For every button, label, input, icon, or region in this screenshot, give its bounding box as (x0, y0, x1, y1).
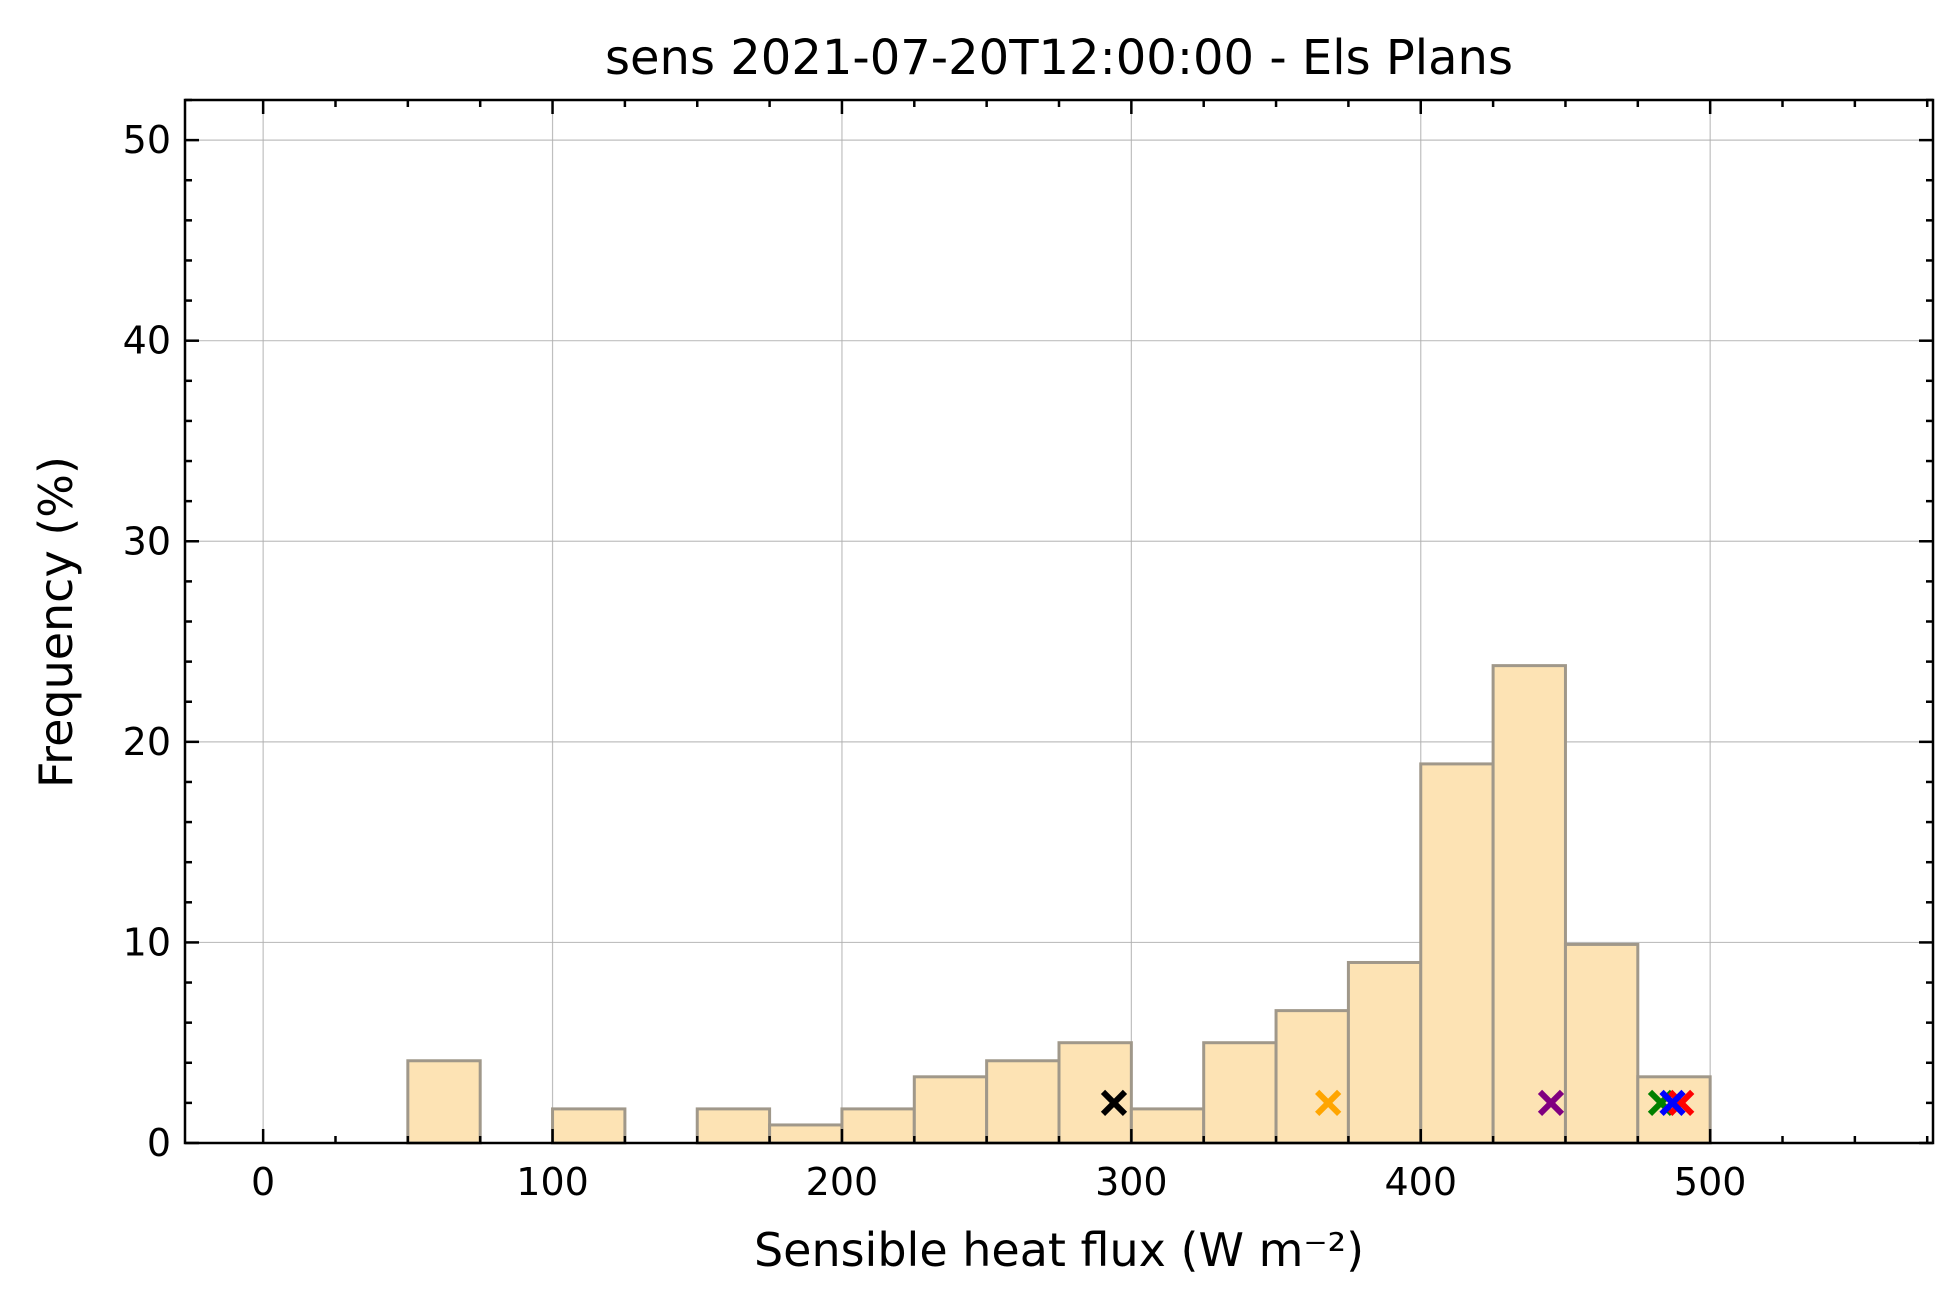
y-tick-label: 20 (123, 720, 171, 764)
histogram-bar (1346, 960, 1423, 1145)
x-tick-label: 0 (251, 1160, 275, 1204)
y-tick-label: 10 (123, 920, 171, 964)
histogram-bar (840, 1107, 916, 1145)
y-axis-title: Frequency (%) (29, 456, 83, 788)
histogram-bar (912, 1075, 989, 1145)
x-marker (1659, 1089, 1686, 1117)
histogram-bar (985, 1059, 1061, 1145)
x-tick-label: 400 (1384, 1160, 1457, 1204)
value-markers (1100, 1089, 1695, 1117)
x-marker-stroke (1659, 1089, 1686, 1117)
x-tick-label: 300 (1095, 1160, 1168, 1204)
y-tick-label: 40 (123, 319, 171, 363)
histogram-bar (1491, 664, 1567, 1145)
x-marker (1100, 1089, 1128, 1117)
x-marker (1315, 1089, 1342, 1117)
histogram-bar (406, 1059, 482, 1145)
histogram-bars (406, 664, 1712, 1145)
x-marker (1668, 1089, 1695, 1117)
x-marker-stroke (1315, 1089, 1342, 1117)
chart-title: sens 2021-07-20T12:00:00 - Els Plans (605, 30, 1513, 86)
y-tick-label: 50 (123, 118, 171, 162)
x-tick-label: 100 (516, 1160, 589, 1204)
histogram-bar (551, 1107, 627, 1145)
x-marker-stroke (1537, 1089, 1565, 1117)
histogram-bar (1057, 1041, 1133, 1145)
axis-ticks (185, 98, 1933, 1145)
x-marker-stroke (1668, 1089, 1695, 1117)
histogram-bar (695, 1107, 772, 1145)
y-tick-label: 30 (123, 519, 171, 563)
tick-labels: 0 100 200 300 400 500 0 10 20 30 40 50 (123, 118, 1747, 1204)
x-tick-label: 500 (1674, 1160, 1747, 1204)
histogram-bar (1129, 1107, 1206, 1145)
histogram-bar (768, 1123, 844, 1145)
histogram-bar (1202, 1041, 1278, 1145)
histogram-bar (1563, 942, 1640, 1145)
y-tick-label: 0 (147, 1121, 171, 1165)
x-marker-stroke (1100, 1089, 1128, 1117)
x-marker (1537, 1089, 1565, 1117)
grid (185, 100, 1933, 1144)
histogram-bar (1274, 1009, 1350, 1145)
plot-frame (183, 98, 1935, 1145)
x-axis-title: Sensible heat flux (W m⁻²) (754, 1223, 1364, 1277)
histogram-bar (1419, 762, 1495, 1145)
x-tick-label: 200 (806, 1160, 879, 1204)
